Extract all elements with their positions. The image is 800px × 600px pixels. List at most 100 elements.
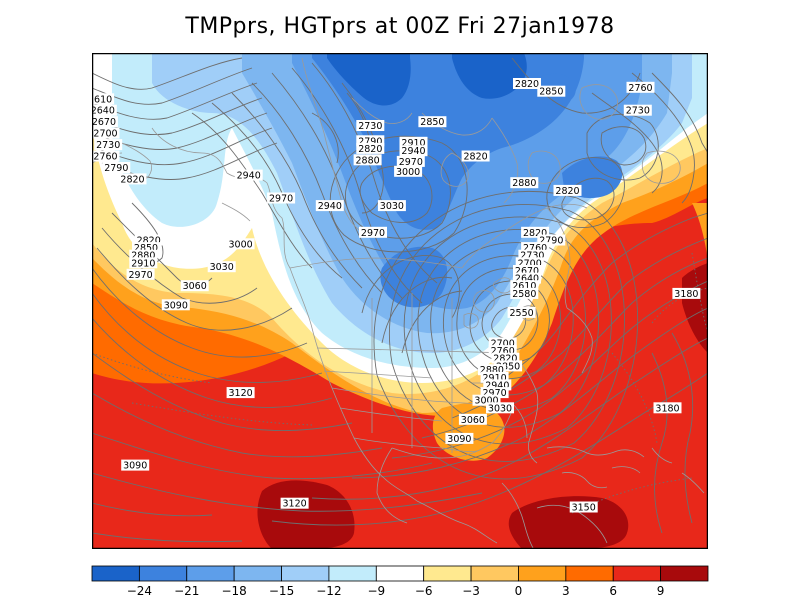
contour-label: 2940 <box>234 169 263 182</box>
contour-label-text: 2790 <box>104 163 128 174</box>
colorbar-swatch <box>233 565 282 582</box>
contour-label: 3000 <box>394 165 423 178</box>
contour-label-background <box>399 136 428 148</box>
contour-label-text: 2910 <box>483 373 507 384</box>
contour-label-text: 2610 <box>512 281 536 292</box>
colorbar-tick-label: 3 <box>562 584 570 598</box>
colorbar-swatch <box>186 565 235 582</box>
contour-label-background <box>521 226 550 238</box>
contour-label-background <box>267 192 296 204</box>
contour-label: 2970 <box>396 155 425 168</box>
contour-label: 2820 <box>513 78 541 90</box>
contour-label: 3120 <box>226 387 255 399</box>
contour-label-text: 2730 <box>520 251 544 262</box>
contour-label: 2640 <box>92 104 117 117</box>
contour-label: 2970 <box>267 192 296 205</box>
contour-label-text: 2730 <box>96 140 120 151</box>
contour-label-background <box>518 249 547 261</box>
colorbar-swatch <box>470 565 519 582</box>
contour-label: 3030 <box>377 200 406 212</box>
contour-label: 2850 <box>494 360 523 372</box>
contour-label: 2940 <box>399 145 428 157</box>
contour-label: 2730 <box>94 139 123 151</box>
contour-label: 2790 <box>356 135 385 147</box>
contour-label-text: 2850 <box>134 243 158 254</box>
contour-label: 2850 <box>418 116 447 128</box>
contour-label: 2880 <box>129 249 158 262</box>
contour-label-background <box>394 165 423 177</box>
colorbar-swatches <box>91 565 709 582</box>
contour-label: 2970 <box>480 387 509 399</box>
contour-label-text: 2850 <box>420 117 444 128</box>
contour-label-text: 2850 <box>496 361 520 372</box>
contour-label: 2970 <box>126 268 155 281</box>
contour-label-text: 2790 <box>539 236 563 247</box>
contour-label-text: 2880 <box>356 155 380 166</box>
colorbar-tick-label: −3 <box>462 584 480 598</box>
contour-label-text: 3120 <box>283 499 307 510</box>
contour-label-text: 2730 <box>626 106 650 117</box>
contour-label-background <box>491 352 520 364</box>
colorbar-swatch <box>612 565 662 582</box>
contour-label-background <box>126 268 155 280</box>
contour-label-background <box>480 387 509 399</box>
contour-label: 2760 <box>488 345 517 357</box>
contour-label: 2850 <box>537 85 566 98</box>
contour-label-background <box>356 135 385 147</box>
colorbar-tick-label: −9 <box>367 584 385 598</box>
contour-label: 2820 <box>118 173 147 185</box>
contour-label: 2730 <box>518 249 547 262</box>
contour-label-background <box>537 234 566 246</box>
contour-label: 2880 <box>477 364 506 376</box>
contour-label-text: 2550 <box>510 308 534 319</box>
contour-label-text: 2940 <box>485 380 509 391</box>
contour-label-text: 2820 <box>358 144 382 155</box>
colorbar-swatch <box>423 565 472 582</box>
contour-label-background <box>161 299 190 311</box>
contour-label: 3060 <box>180 280 209 292</box>
contour-label-background <box>569 501 598 513</box>
contour-label: 2670 <box>92 116 118 128</box>
contour-label-text: 2940 <box>237 171 261 182</box>
contour-label-text: 2610 <box>92 94 112 105</box>
contour-label: 2730 <box>623 104 652 117</box>
contour-label-text: 2700 <box>491 339 515 350</box>
contour-label-background <box>483 379 512 391</box>
contour-label-background <box>92 116 118 128</box>
contour-label-background <box>488 337 517 349</box>
contour-label-background <box>472 394 501 406</box>
contour-label: 2880 <box>353 154 382 166</box>
contour-label-text: 2880 <box>131 251 155 262</box>
contour-label-text: 2760 <box>628 83 652 94</box>
contour-label-background <box>207 261 236 273</box>
contour-label: 3090 <box>121 459 150 472</box>
contour-label-background <box>132 242 160 254</box>
contour-label-background <box>513 265 541 276</box>
contour-label-background <box>510 177 539 189</box>
contour-label-text: 2970 <box>399 157 423 168</box>
contour-label: 2820 <box>491 352 520 365</box>
contour-label-text: 2790 <box>358 136 382 147</box>
contour-label-background <box>458 413 487 425</box>
contour-label-background <box>513 272 541 284</box>
contour-label: 2910 <box>129 257 158 269</box>
contour-label-background <box>234 169 263 181</box>
contour-label-background <box>315 200 344 212</box>
contour-label-text: 3090 <box>164 300 188 311</box>
contour-label-text: 3180 <box>655 403 679 414</box>
contour-label-background <box>226 238 255 250</box>
colorbar-tick-label: −24 <box>127 584 152 598</box>
contour-label-background <box>480 371 509 383</box>
contour-label-text: 2760 <box>491 346 515 357</box>
contour-label: 3000 <box>472 394 501 407</box>
contour-label-background <box>102 162 131 173</box>
colorbar-swatch <box>281 565 330 582</box>
contour-label-background <box>494 360 523 372</box>
contour-label: 2820 <box>553 184 582 197</box>
colorbar-tick-label: −15 <box>269 584 294 598</box>
contour-label-background <box>92 93 115 105</box>
contour-label-text: 2580 <box>512 289 536 300</box>
contour-label-text: 3030 <box>488 403 512 414</box>
contour-label-text: 3000 <box>229 239 253 250</box>
contour-label: 2850 <box>132 242 160 254</box>
